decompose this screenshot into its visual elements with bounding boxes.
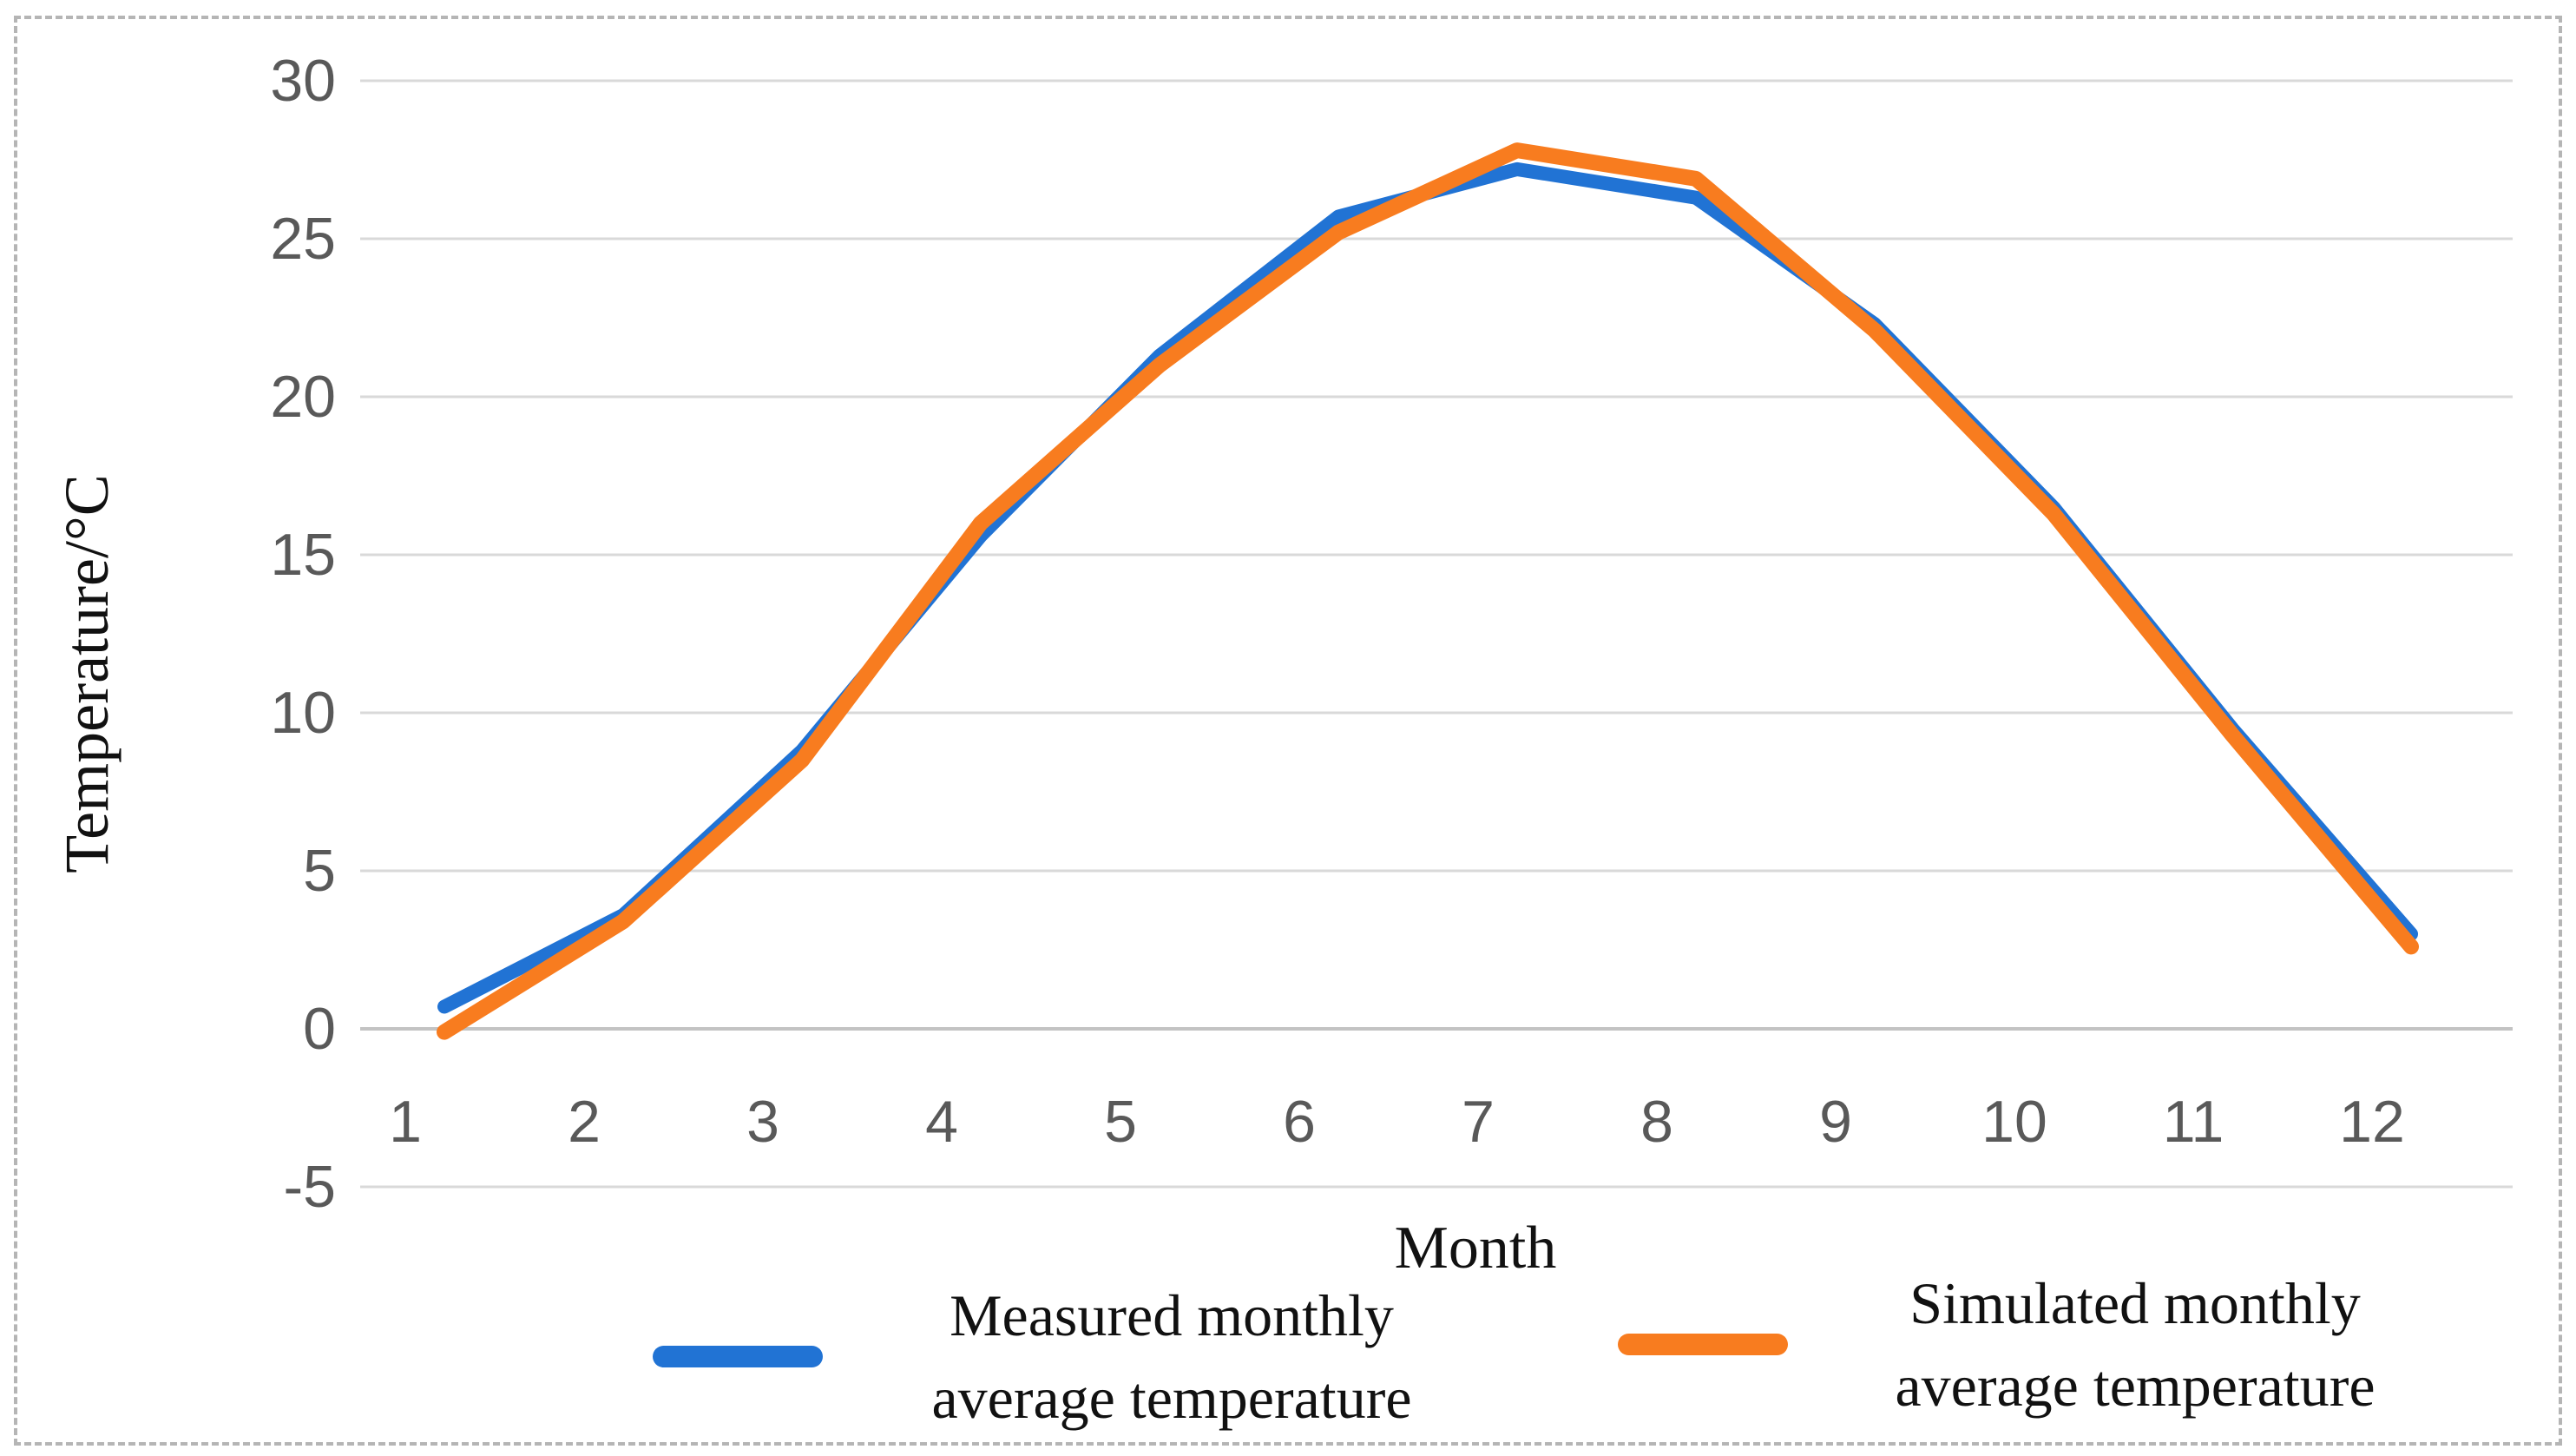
series-line-simulated: [437, 142, 2419, 1040]
x-tick-label: 6: [1283, 1089, 1316, 1155]
simulated-series-swatch: [1618, 1334, 1788, 1355]
x-axis-title: Month: [1394, 1215, 1557, 1281]
x-tick-label: 11: [2163, 1089, 2224, 1155]
x-tick-label: 5: [1104, 1089, 1137, 1155]
y-tick-label: 0: [303, 996, 336, 1062]
y-axis-title: Temperature/°C: [52, 474, 122, 873]
x-tick-label: 10: [1981, 1089, 2047, 1155]
legend: Measured monthly average temperature Sim…: [0, 1250, 2576, 1441]
measured-series-swatch: [653, 1346, 823, 1367]
x-tick-label: 3: [746, 1089, 779, 1155]
series-lines-group: [437, 142, 2419, 1040]
simulated-series-label-line2: average temperature: [1895, 1353, 2376, 1419]
x-tick-label: 8: [1640, 1089, 1673, 1155]
x-tick-label: 4: [925, 1089, 958, 1155]
x-tick-label: 1: [389, 1089, 422, 1155]
x-tick-label: 9: [1819, 1089, 1852, 1155]
y-tick-labels-group: 30 25 20 15 10 5 0 -5: [270, 48, 336, 1220]
x-tick-label: 7: [1462, 1089, 1495, 1155]
x-tick-labels-group: 1 2 3 4 5 6 7 8 9 10 11 12: [389, 1089, 2405, 1155]
y-tick-label: -5: [284, 1154, 336, 1220]
y-tick-label: 30: [270, 48, 336, 114]
measured-series-label: Measured monthly average temperature: [816, 1275, 1528, 1440]
y-tick-label: 15: [270, 522, 336, 588]
y-tick-label: 5: [303, 838, 336, 904]
simulated-series-label: Simulated monthly average temperature: [1779, 1262, 2491, 1427]
x-tick-label: 2: [568, 1089, 601, 1155]
gridlines-group: [360, 79, 2513, 1189]
y-tick-label: 20: [270, 364, 336, 430]
y-tick-label: 25: [270, 206, 336, 272]
measured-series-label-line1: Measured monthly: [950, 1282, 1394, 1348]
y-tick-label: 10: [270, 680, 336, 746]
x-tick-label: 12: [2339, 1089, 2405, 1155]
simulated-series-label-line1: Simulated monthly: [1909, 1270, 2361, 1336]
measured-series-label-line2: average temperature: [931, 1365, 1412, 1431]
